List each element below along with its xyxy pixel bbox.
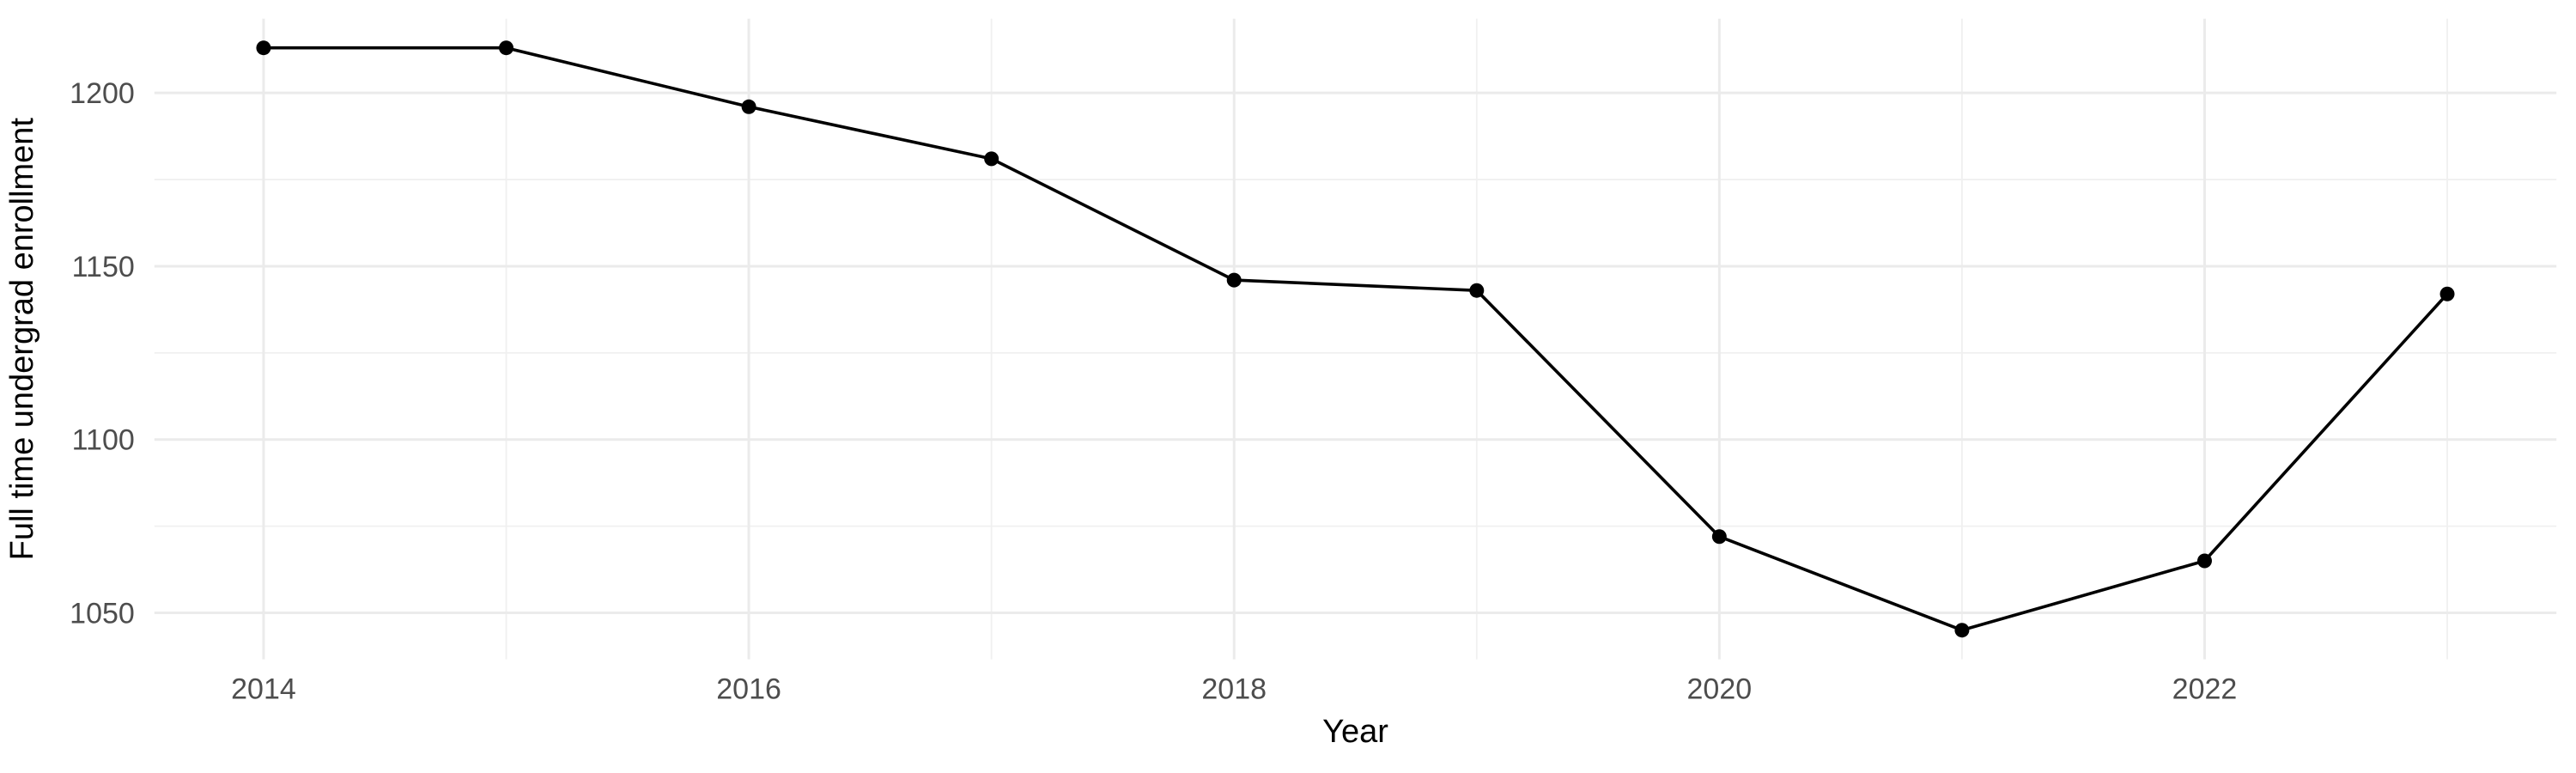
x-tick-label: 2016 [716,673,781,706]
y-tick-label: 1050 [70,598,135,630]
y-tick-label: 1200 [70,77,135,110]
data-point [1954,623,1970,638]
x-tick-label: 2020 [1687,673,1753,706]
x-tick-label: 2018 [1201,673,1267,706]
y-tick-label: 1150 [72,251,135,283]
data-point [984,151,999,167]
enrollment-trend-line [263,46,2449,632]
data-point-markers [256,40,2455,638]
data-point [1226,272,1242,288]
data-point [2439,286,2455,301]
x-axis-tick-labels: 2014 2016 2018 2020 2022 [231,673,2237,706]
x-tick-label: 2014 [231,673,296,706]
major-gridlines [154,18,2557,660]
y-axis-title: Full time undergrad enrollment [4,118,40,561]
data-point [256,40,271,56]
data-point [1711,529,1727,545]
x-axis-title: Year [1322,714,1388,750]
y-tick-label: 1100 [72,424,135,457]
y-axis-tick-labels: 1050 1100 1150 1200 [70,77,135,630]
x-tick-label: 2022 [2172,673,2238,706]
minor-gridlines [154,18,2557,660]
data-point [1469,283,1485,298]
data-point [741,99,756,114]
data-point [499,40,514,56]
data-point [2196,553,2212,569]
